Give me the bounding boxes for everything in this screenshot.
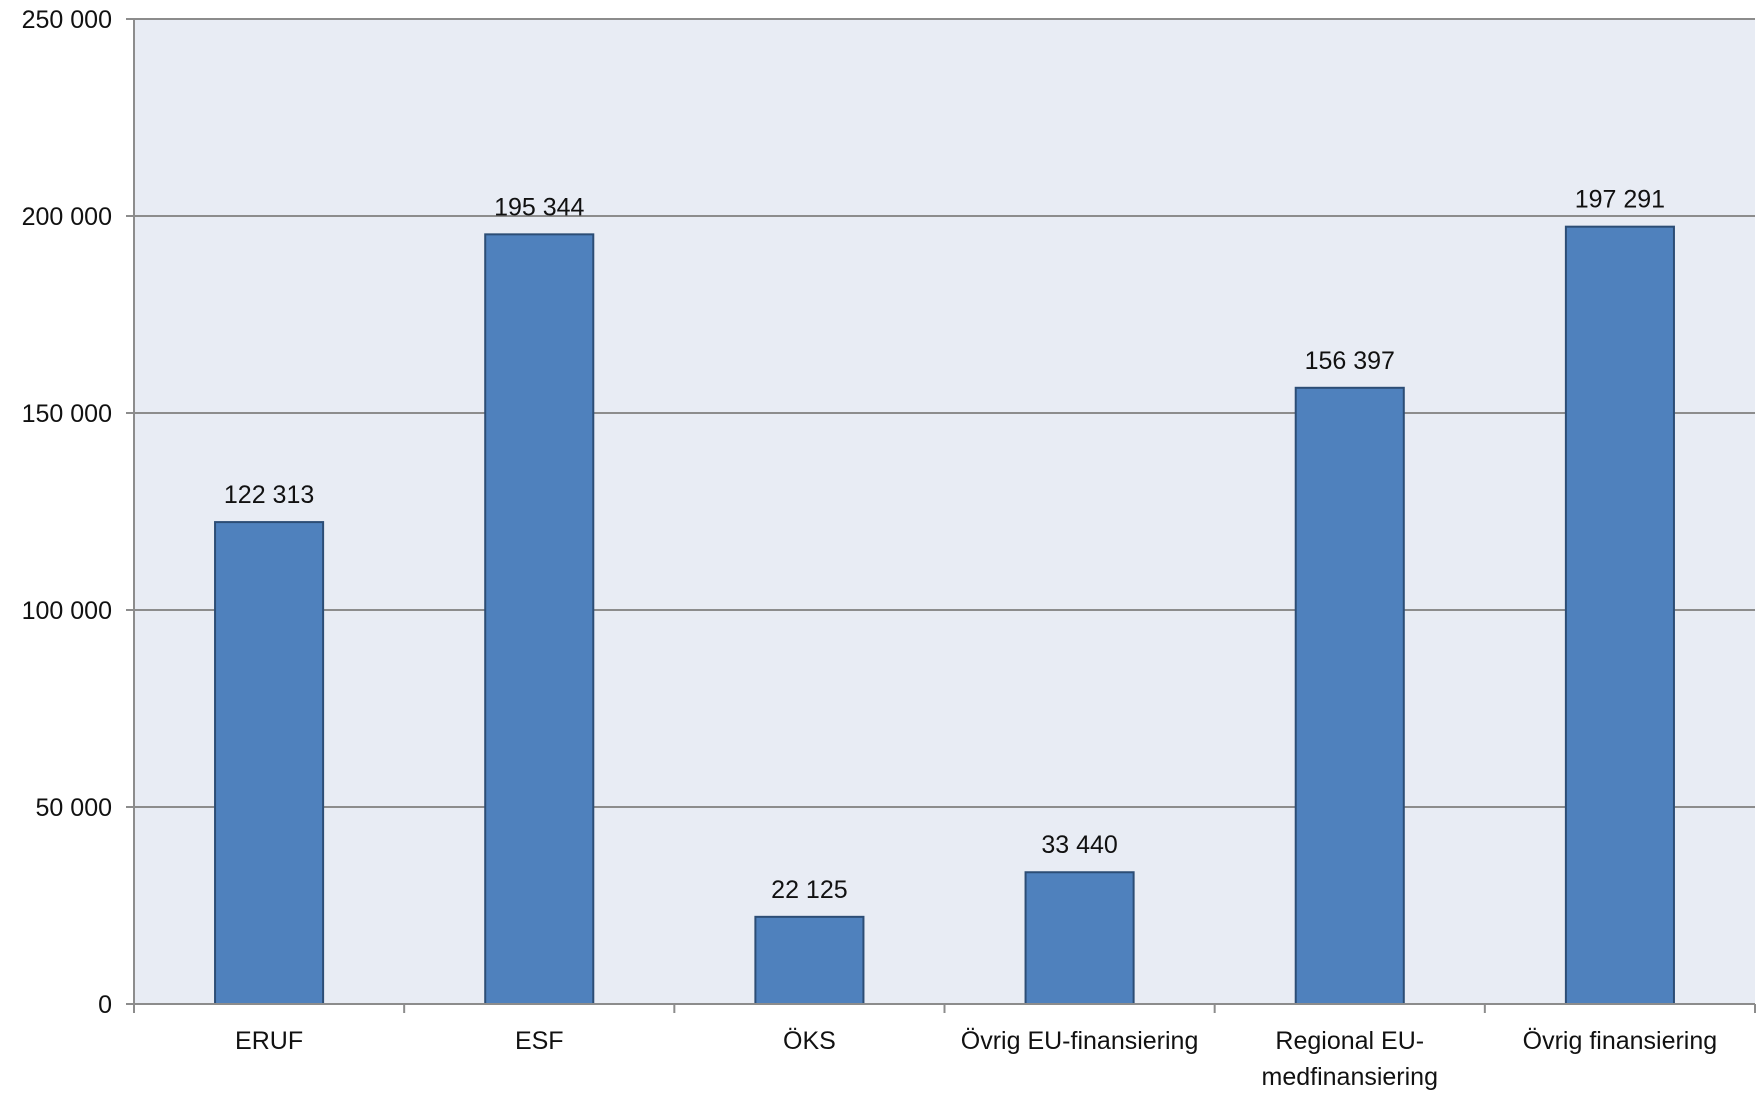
category-label: Övrig EU-finansiering bbox=[961, 1027, 1199, 1055]
y-tick-label: 0 bbox=[98, 991, 112, 1019]
bar bbox=[754, 915, 865, 1006]
bar bbox=[1024, 871, 1135, 1005]
bar bbox=[1294, 386, 1405, 1005]
bar bbox=[484, 233, 595, 1005]
category-label: medfinansiering bbox=[1262, 1063, 1439, 1091]
data-label: 156 397 bbox=[1305, 347, 1395, 375]
bar bbox=[1564, 225, 1675, 1005]
data-label: 197 291 bbox=[1575, 186, 1665, 214]
data-label: 33 440 bbox=[1041, 831, 1117, 859]
y-tick-label: 50 000 bbox=[36, 794, 112, 822]
plot-area bbox=[134, 19, 1755, 1004]
y-tick-label: 250 000 bbox=[22, 6, 112, 34]
data-label: 195 344 bbox=[494, 193, 584, 221]
category-label: ESF bbox=[515, 1027, 564, 1055]
data-label: 122 313 bbox=[224, 481, 314, 509]
category-label: Övrig finansiering bbox=[1523, 1027, 1718, 1055]
data-label: 22 125 bbox=[771, 876, 847, 904]
category-label: ÖKS bbox=[783, 1027, 836, 1055]
bar bbox=[214, 521, 325, 1005]
category-label: Regional EU- bbox=[1275, 1027, 1424, 1055]
y-tick-label: 100 000 bbox=[22, 597, 112, 625]
y-tick-label: 200 000 bbox=[22, 203, 112, 231]
y-tick-label: 150 000 bbox=[22, 400, 112, 428]
category-label: ERUF bbox=[235, 1027, 303, 1055]
